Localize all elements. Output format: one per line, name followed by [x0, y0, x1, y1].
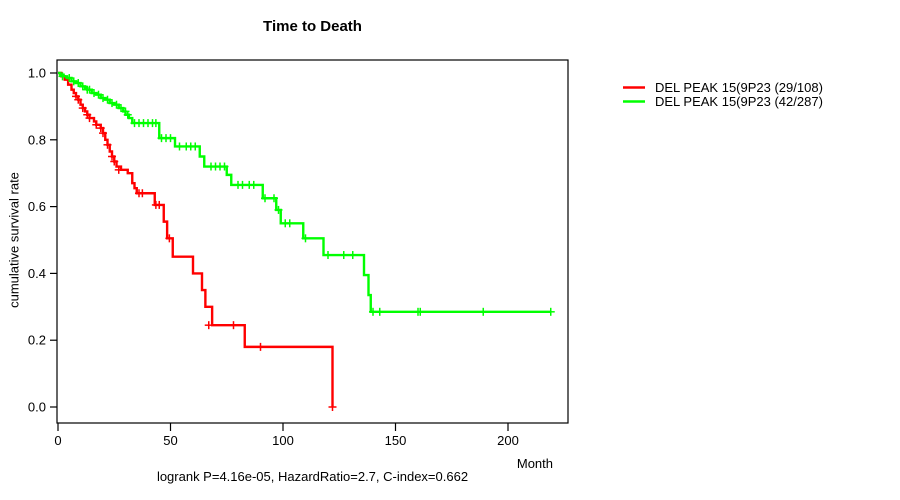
censor-mark: [112, 100, 121, 109]
y-tick-label: 0.6: [28, 199, 46, 214]
x-tick-label: 200: [497, 433, 519, 448]
censor-mark: [274, 205, 283, 214]
legend-line-green-icon: [623, 99, 645, 103]
censor-mark: [175, 142, 184, 151]
survival-curve-red: [58, 71, 334, 407]
stats-annotation: logrank P=4.16e-05, HazardRatio=2.7, C-i…: [156, 469, 469, 484]
legend-item-red-group: DEL PEAK 15(9P23 (29/108): [622, 79, 823, 95]
censor-mark: [103, 95, 112, 104]
legend-label-red-group: DEL PEAK 15(9P23 (29/108): [655, 79, 823, 95]
censor-mark: [229, 321, 238, 330]
legend-line-red-icon: [623, 85, 645, 89]
censor-mark: [110, 157, 119, 166]
censor-mark: [249, 180, 258, 189]
legend-item-green-group: DEL PEAK 15(9P23 (42/287): [622, 93, 823, 109]
censor-mark: [151, 119, 160, 128]
censor-mark: [369, 307, 377, 316]
y-tick-label: 0.8: [28, 132, 46, 147]
legend: DEL PEAK 15(9P23 (29/108) DEL PEAK 15(9P…: [622, 79, 823, 109]
censor-mark: [238, 180, 247, 189]
censor-mark: [220, 162, 229, 171]
censor-mark: [123, 110, 132, 119]
censor-mark: [74, 79, 83, 88]
legend-label-green-group: DEL PEAK 15(9P23 (42/287): [655, 93, 823, 109]
censor-mark: [69, 77, 78, 86]
censor-mark: [166, 134, 175, 143]
censor-mark: [85, 85, 94, 94]
y-tick-label: 0.0: [28, 400, 46, 415]
censor-mark: [78, 104, 87, 113]
censor-mark: [99, 94, 107, 103]
censor-mark: [270, 194, 278, 203]
y-tick-label: 0.4: [28, 266, 46, 281]
x-tick-label: 150: [385, 433, 407, 448]
censor-mark: [58, 72, 67, 81]
censor-mark: [99, 129, 107, 138]
censor-mark: [94, 90, 103, 99]
censor-mark: [78, 82, 87, 91]
censor-mark: [65, 74, 74, 83]
censor-mark: [117, 104, 125, 113]
censor-mark: [96, 124, 105, 133]
x-tick-label: 0: [54, 433, 61, 448]
survival-curve-green: [58, 71, 551, 314]
censor-mark: [416, 307, 425, 316]
censor-mark: [85, 114, 94, 123]
censor-mark: [90, 89, 98, 98]
chart-title: Time to Death: [263, 18, 362, 35]
censor-mark: [348, 251, 357, 260]
censor-mark: [165, 234, 174, 243]
censor-mark: [324, 251, 332, 260]
x-tick-label: 100: [272, 433, 294, 448]
censor-mark: [191, 142, 200, 151]
y-tick-label: 1.0: [28, 66, 46, 81]
censor-mark: [301, 234, 310, 243]
censor-mark: [375, 307, 384, 316]
censor-mark: [114, 165, 123, 174]
y-tick-label: 0.2: [28, 333, 46, 348]
x-axis-label: Month: [516, 456, 553, 471]
censor-mark: [285, 219, 294, 228]
censor-mark: [339, 251, 348, 260]
censor-mark: [479, 307, 488, 316]
censor-mark: [74, 95, 83, 104]
censor-mark: [92, 120, 101, 129]
censor-mark: [103, 140, 112, 149]
censor-mark: [261, 194, 269, 203]
x-tick-label: 50: [163, 433, 177, 448]
censor-mark: [108, 152, 116, 161]
censor-mark: [256, 342, 265, 351]
censor-mark: [546, 307, 555, 316]
censor-mark: [328, 403, 337, 411]
censor-mark: [155, 200, 164, 209]
censor-mark: [108, 99, 116, 108]
censor-mark: [138, 189, 147, 198]
censor-mark: [204, 321, 213, 330]
